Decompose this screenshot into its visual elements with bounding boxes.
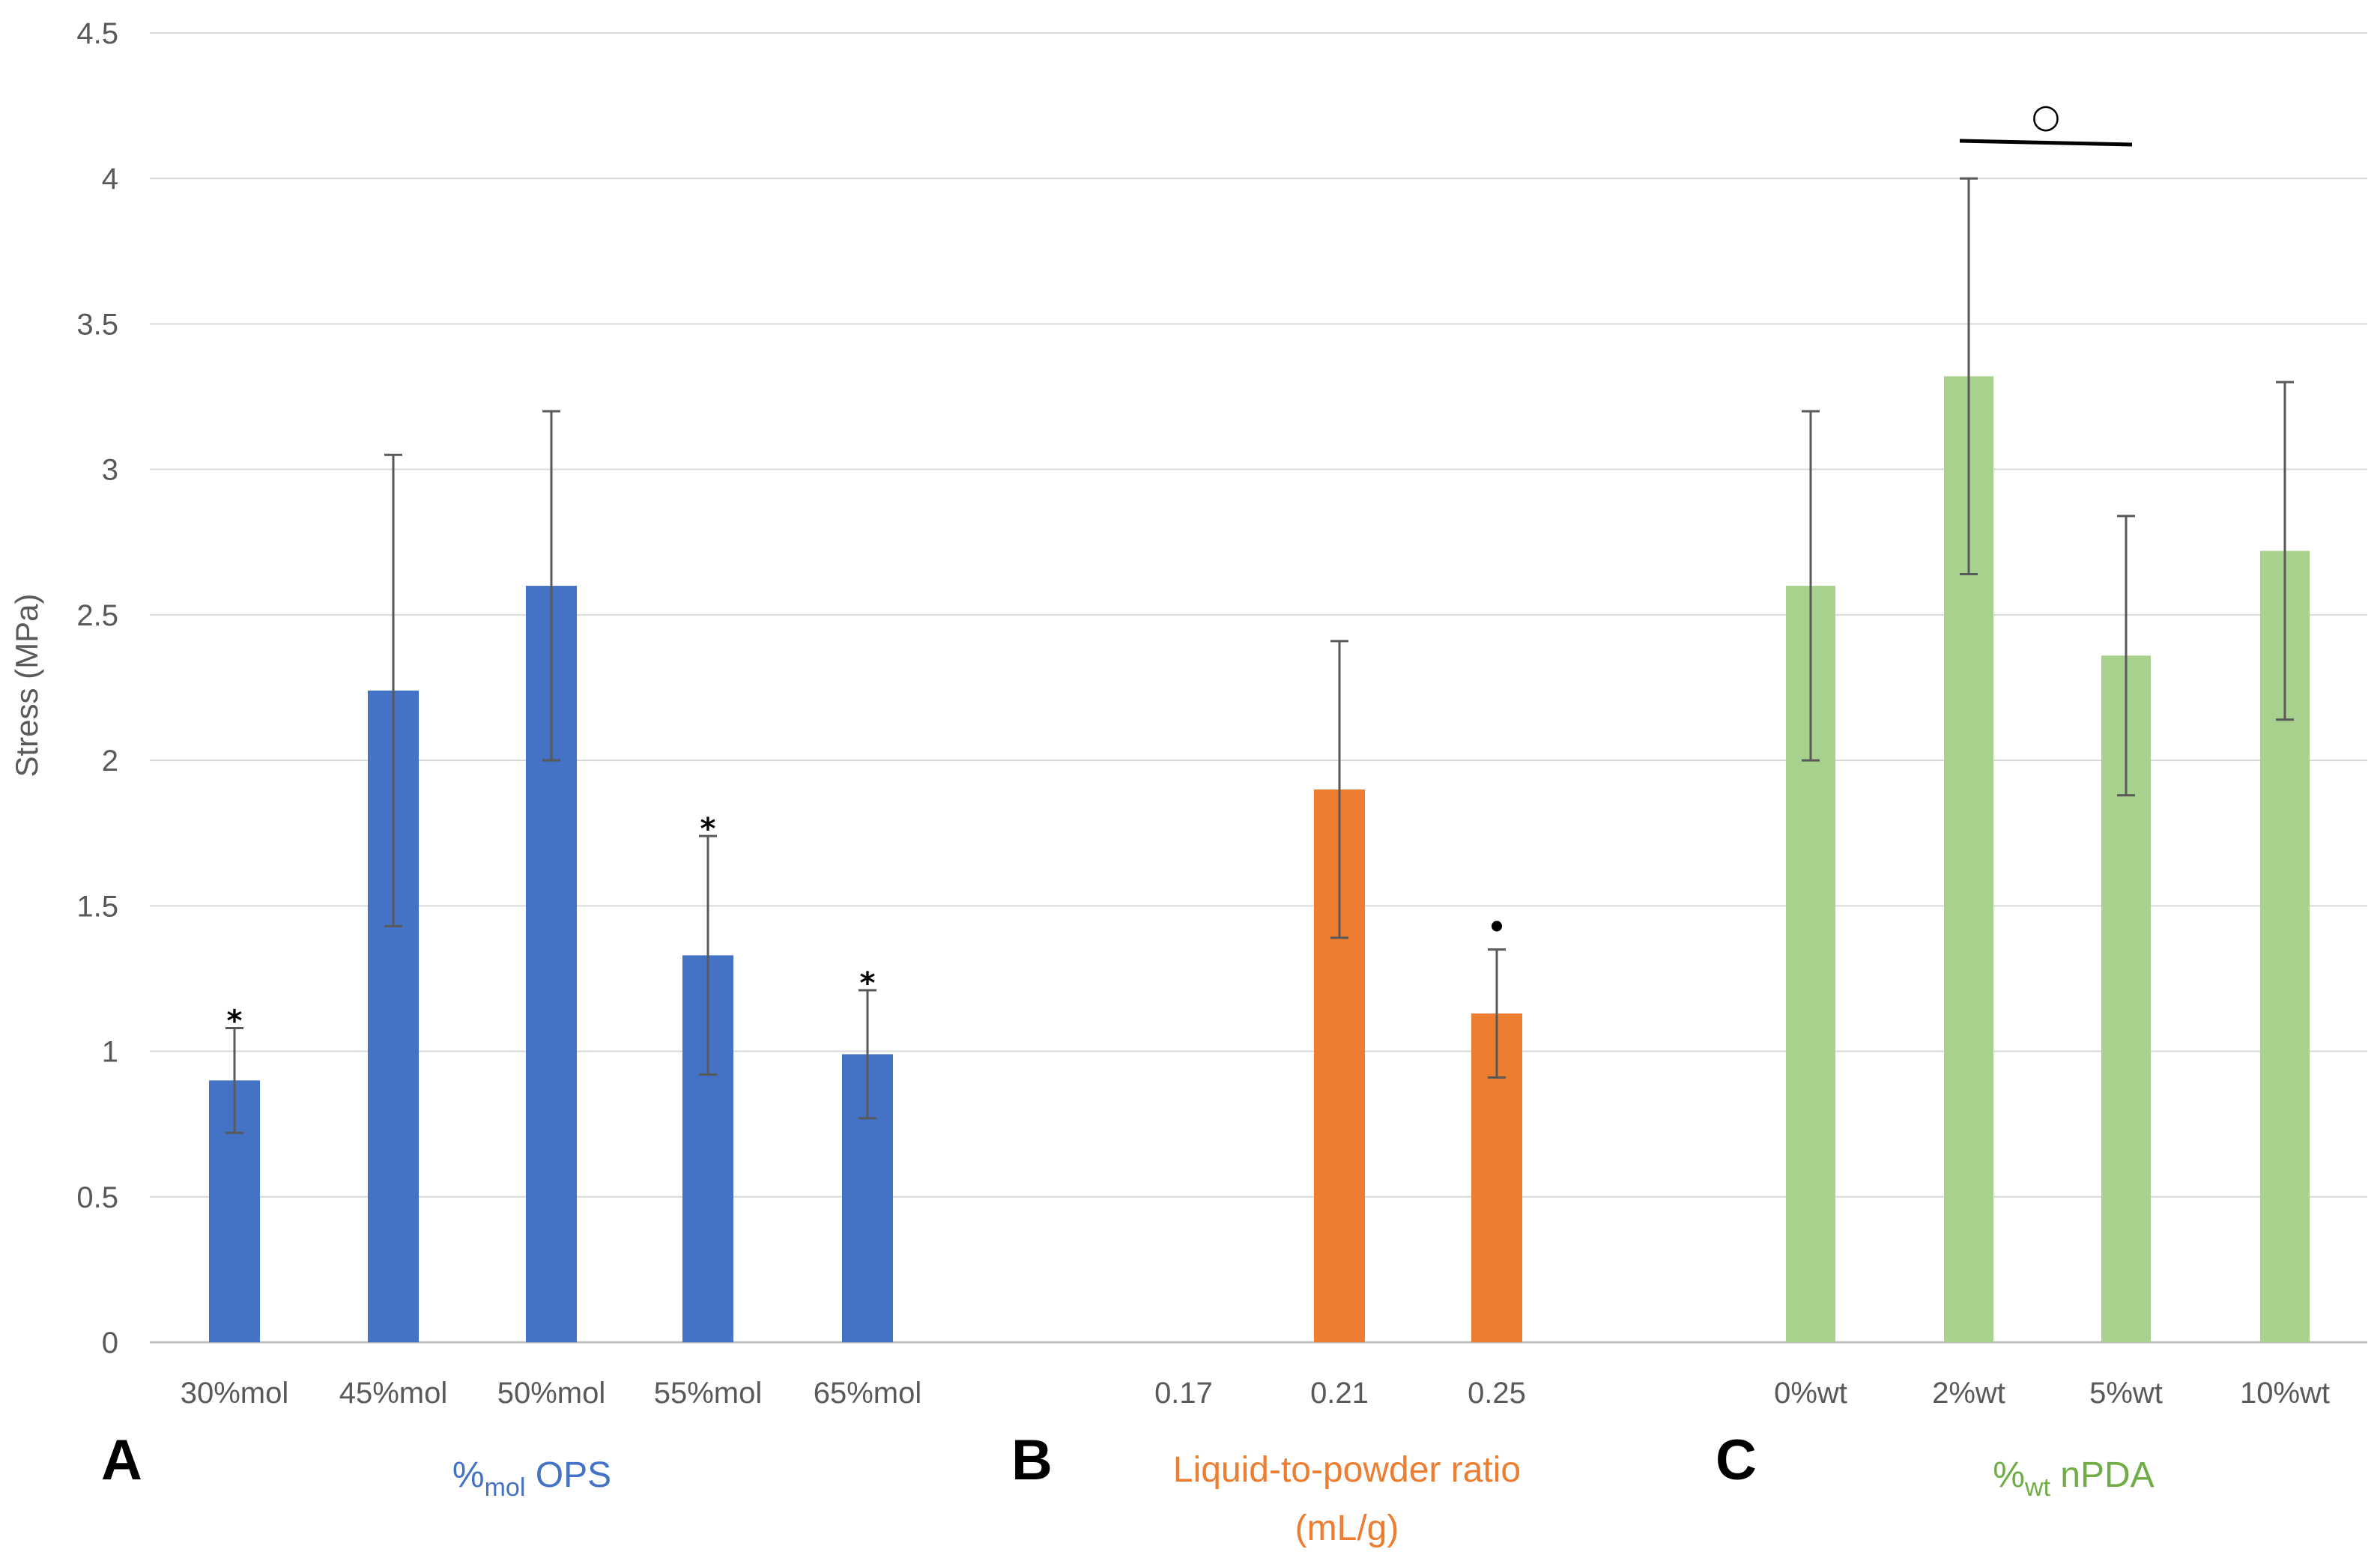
- error-bar: [225, 1026, 243, 1134]
- error-bar: [542, 410, 560, 762]
- y-axis-label: Stress (MPa): [9, 593, 44, 777]
- group-label-prefix: %: [1993, 1455, 2025, 1495]
- error-bar: [1488, 948, 1506, 1079]
- x-tick-label: 50%mol: [497, 1377, 606, 1410]
- x-tick-label: 45%mol: [339, 1377, 448, 1410]
- gridlines: [150, 32, 2367, 1198]
- y-axis-ticks: 0 0.5 1 1.5 2 2.5 3 3.5 4 4.5: [76, 17, 118, 1360]
- significance-marker: *: [700, 812, 716, 846]
- significance-marker: *: [860, 966, 876, 1001]
- panel-letter: C: [1716, 1428, 1757, 1492]
- x-tick-label: 0%wt: [1774, 1377, 1847, 1410]
- x-tick-label: 65%mol: [814, 1377, 922, 1410]
- group-label-prefix: %: [452, 1455, 485, 1495]
- x-tick-label: 30%mol: [181, 1377, 289, 1410]
- error-bar: [2276, 381, 2294, 721]
- x-tick-label: 5%wt: [2089, 1377, 2163, 1410]
- significance-marker: *: [227, 1004, 243, 1038]
- y-tick-label: 2: [102, 745, 118, 778]
- y-tick-label: 2.5: [76, 599, 118, 632]
- panel-labels: A %mol OPS B Liquid-to-powder ratio(mL/g)C%…: [101, 1428, 2155, 1548]
- significance-markers: * * * • ○: [227, 97, 2133, 1038]
- x-tick-label: 55%mol: [654, 1377, 763, 1410]
- significance-bracket: [1959, 139, 2133, 147]
- error-bar: [1330, 640, 1348, 939]
- panel-letter: B: [1011, 1428, 1053, 1492]
- y-tick-label: 3.5: [76, 308, 118, 341]
- y-tick-label: 4: [102, 163, 118, 196]
- group-label-suffix: nPDA: [2050, 1455, 2155, 1495]
- group-label-line: Liquid-to-powder ratio: [1173, 1450, 1521, 1490]
- group-label-subscript: wt: [2024, 1473, 2051, 1502]
- y-tick-label: 3: [102, 454, 118, 487]
- group-label-subscript: mol: [485, 1473, 526, 1502]
- bracket-symbol: ○: [2032, 97, 2060, 136]
- y-tick-label: 4.5: [76, 17, 118, 50]
- group-label: %wt nPDA: [1993, 1455, 2154, 1502]
- x-tick-label: 10%wt: [2240, 1377, 2330, 1410]
- error-bar: [1960, 177, 1978, 576]
- group-label: %mol OPS: [452, 1455, 611, 1502]
- x-tick-label: 0.25: [1468, 1377, 1526, 1410]
- x-axis-ticks: 30%mol 45%mol 50%mol 55%mol 65%mol 0.17 0.21 0.…: [181, 1377, 2330, 1410]
- error-bar: [699, 834, 717, 1076]
- x-tick-label: 2%wt: [1932, 1377, 2005, 1410]
- x-tick-label: 0.17: [1154, 1377, 1213, 1410]
- y-tick-label: 1: [102, 1036, 118, 1069]
- error-bar: [384, 453, 402, 928]
- x-tick-label: 0.21: [1310, 1377, 1369, 1410]
- group-label-line: (mL/g): [1295, 1509, 1399, 1548]
- y-tick-label: 0: [102, 1327, 118, 1360]
- y-tick-label: 0.5: [76, 1181, 118, 1214]
- error-bar: [2117, 515, 2135, 797]
- error-bar: [1802, 410, 1820, 762]
- y-tick-label: 1.5: [76, 890, 118, 923]
- significance-marker: •: [1487, 911, 1507, 945]
- group-label-suffix: OPS: [525, 1455, 611, 1495]
- panel-letter: A: [101, 1428, 142, 1492]
- error-bars: [225, 177, 2294, 1134]
- error-bar: [859, 989, 876, 1120]
